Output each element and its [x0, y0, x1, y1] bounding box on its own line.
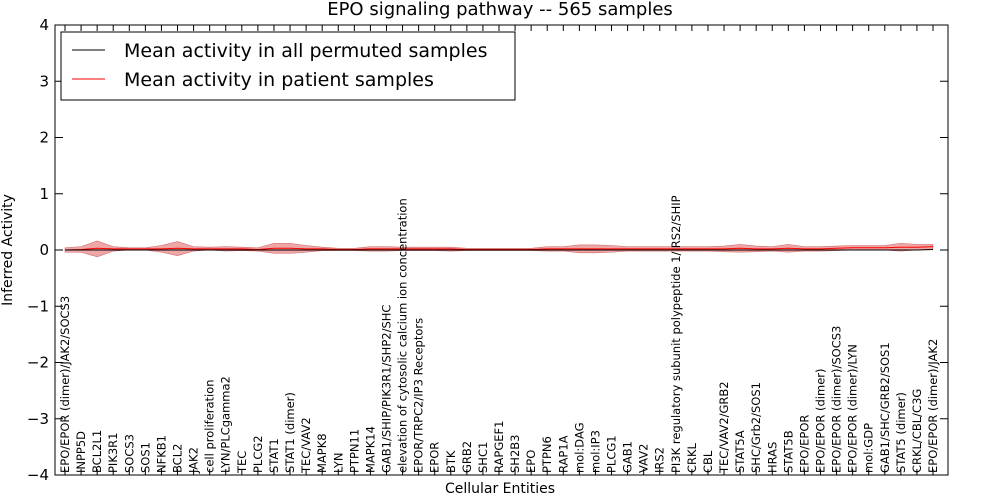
chart-title: EPO signaling pathway -- 565 samples [327, 0, 673, 20]
x-tick-label: BTK [444, 450, 458, 473]
x-tick-label: RAP1A [556, 435, 570, 473]
y-tick-label: 1 [39, 185, 49, 203]
plot-frame [54, 24, 949, 476]
x-axis: EPO/EPOR (dimer)/JAK2/SOCS3 INPP5D BCL2L1 P… [58, 25, 940, 475]
x-tick-label: PTPN6 [540, 436, 554, 473]
x-tick-label: STAT5B [781, 430, 795, 473]
x-tick-label: MAPK8 [315, 433, 329, 473]
x-tick-label: STAT5 (dimer) [894, 392, 908, 473]
x-tick-label: NFKB1 [154, 435, 168, 473]
x-tick-label: RAPGEF1 [492, 421, 506, 473]
confidence-band-layer [64, 240, 934, 258]
x-tick-label: EPO/EPOR (dimer)/JAK2 [926, 339, 940, 473]
series-line-layer [64, 246, 934, 251]
x-tick-label: VAV2 [637, 444, 651, 473]
x-tick-label: SHC1 [476, 442, 490, 473]
x-tick-label: SHC/Grb2/SOS1 [749, 382, 763, 473]
y-axis-title: Inferred Activity [0, 194, 16, 306]
x-tick-label: LYN [331, 452, 345, 473]
x-tick-label: EPO/EPOR (dimer)/SOCS3 [830, 326, 844, 473]
x-tick-label: GAB1/SHC/GRB2/SOS1 [878, 342, 892, 473]
x-tick-label: EPO/EPOR [797, 415, 811, 473]
x-tick-label: cell proliferation [203, 379, 217, 473]
legend-label-patient: Mean activity in patient samples [124, 69, 434, 91]
x-tick-label: STAT1 (dimer) [283, 392, 297, 473]
x-tick-label: EPO/EPOR (dimer) [813, 369, 827, 474]
x-tick-label: CRKL/CBL/C3G [910, 389, 924, 473]
x-tick-label: MAPK14 [363, 426, 377, 473]
x-tick-label: mol:GDP [862, 423, 876, 473]
y-tick-label: 2 [39, 129, 49, 147]
x-tick-label: BCL2 [171, 444, 185, 473]
patient-activity-band [64, 240, 934, 258]
x-tick-label: elevation of cytosolic calcium ion conce… [396, 198, 410, 473]
x-tick-label: PLCG2 [251, 435, 265, 473]
legend: Mean activity in all permuted samples Me… [60, 31, 516, 101]
x-tick-label: EPO/EPOR (dimer)/JAK2/SOCS3 [58, 296, 72, 473]
x-tick-label: EPOR/TRPC2/IP3 Receptors [412, 318, 426, 473]
y-tick-label: 4 [39, 16, 49, 34]
x-tick-label: IRS2 [653, 447, 667, 473]
permuted-mean-line [65, 248, 934, 251]
y-tick-label: −1 [27, 297, 49, 315]
x-tick-label: HRAS [765, 442, 779, 473]
x-tick-label: SOCS3 [122, 434, 136, 473]
x-tick-label: TEC [235, 451, 249, 474]
x-tick-label: GAB1/SHIP/PIK3R1/SHP2/SHC [379, 305, 393, 473]
x-tick-label: PIK3R1 [106, 433, 120, 474]
x-tick-label: STAT5A [733, 430, 747, 473]
x-tick-label: TEC/VAV2/GRB2 [717, 381, 731, 474]
x-tick-label: PLCG1 [605, 435, 619, 473]
x-tick-label: SH2B3 [508, 435, 522, 473]
y-tick-label: −3 [27, 410, 49, 428]
x-tick-label: mol:IP3 [588, 430, 602, 473]
legend-label-permuted: Mean activity in all permuted samples [124, 40, 487, 62]
x-axis-title: Cellular Entities [445, 481, 555, 497]
x-tick-label: SOS1 [138, 442, 152, 473]
x-tick-label: PTPN11 [347, 429, 361, 473]
x-tick-label: STAT1 [267, 438, 281, 473]
x-tick-label: GRB2 [460, 441, 474, 473]
x-tick-label: BCL2L1 [90, 430, 104, 473]
x-tick-label: TEC/VAV2 [299, 417, 313, 474]
x-tick-label: mol:DAG [572, 422, 586, 473]
y-axis: −4 −3 −2 −1 0 1 2 3 4 [27, 16, 948, 484]
y-tick-label: 0 [39, 241, 49, 259]
x-tick-label: GAB1 [621, 441, 635, 473]
y-tick-label: 3 [39, 72, 49, 90]
y-tick-label: −2 [27, 354, 49, 372]
x-tick-label: LYN/PLCgamma2 [219, 376, 233, 473]
legend-box [60, 31, 516, 101]
x-tick-label: CBL [701, 450, 715, 473]
x-tick-label: EPO/EPOR (dimer)/LYN [846, 344, 860, 473]
x-tick-label: EPO [524, 450, 538, 473]
x-tick-label: PI3K regulatory subunit polypeptide 1/IR… [669, 195, 683, 473]
patient-mean-line [64, 246, 934, 251]
x-tick-label: CRKL [685, 442, 699, 473]
x-tick-label: JAK2 [187, 447, 201, 474]
x-tick-label: INPP5D [74, 431, 88, 473]
y-tick-label: −4 [27, 466, 49, 484]
x-tick-label: EPOR [428, 442, 442, 473]
